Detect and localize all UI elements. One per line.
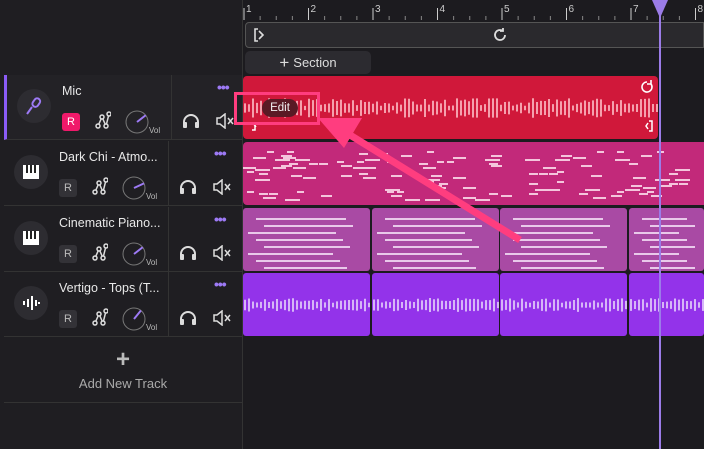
ruler-bar-number: 5 (504, 4, 510, 15)
volume-label: Vol (146, 258, 158, 267)
audio-clip[interactable] (500, 273, 627, 336)
plus-icon: + (115, 346, 130, 373)
mute-icon[interactable] (212, 245, 232, 261)
divider (168, 272, 169, 337)
midi-clip[interactable] (500, 208, 627, 271)
ruler-bar-number: 7 (633, 4, 639, 15)
volume-knob[interactable] (125, 110, 149, 134)
divider (168, 207, 169, 272)
headphones-icon[interactable] (182, 113, 200, 129)
record-arm-button[interactable]: R (62, 113, 80, 131)
record-arm-button[interactable]: R (59, 310, 77, 328)
plus-icon: + (279, 52, 290, 72)
track-name[interactable]: Mic (62, 84, 82, 98)
loop-bar[interactable] (245, 22, 704, 48)
record-arm-button[interactable]: R (59, 245, 77, 263)
ruler-bar-number: 6 (568, 4, 575, 15)
ruler-bar-number: 3 (375, 4, 381, 15)
divider (168, 141, 169, 206)
automation-icon[interactable] (95, 111, 111, 131)
track-header[interactable]: Mic R Vol ••• (4, 75, 242, 140)
headphones-icon[interactable] (179, 179, 197, 195)
more-options-icon[interactable]: ••• (217, 79, 230, 95)
playhead[interactable] (659, 0, 661, 449)
microphone-icon (17, 89, 51, 123)
midi-clip[interactable] (372, 208, 499, 271)
audio-clip[interactable] (243, 76, 658, 139)
volume-label: Vol (149, 126, 161, 135)
headphones-icon[interactable] (179, 310, 197, 326)
playhead-handle[interactable] (652, 0, 668, 18)
headphones-icon[interactable] (179, 245, 197, 261)
refresh-icon (641, 80, 653, 93)
piano-icon (14, 155, 48, 189)
record-arm-button[interactable]: R (59, 179, 77, 197)
automation-icon[interactable] (92, 243, 108, 263)
volume-knob[interactable] (122, 242, 146, 266)
ruler-bar-number: 4 (439, 4, 446, 15)
track-name[interactable]: Vertigo - Tops (T... (59, 281, 160, 295)
edit-tooltip[interactable]: Edit (262, 99, 298, 117)
ruler-bar-number: 1 (246, 4, 252, 15)
ruler-bar-number: 2 (310, 4, 317, 15)
midi-clip[interactable] (629, 208, 704, 271)
ruler-bar-number: 8 (697, 4, 704, 15)
highlight-box (234, 92, 320, 125)
add-track-label: Add New Track (78, 376, 168, 391)
volume-label: Vol (146, 323, 158, 332)
mute-icon[interactable] (212, 310, 232, 326)
add-section-button[interactable]: + Section (245, 51, 371, 74)
trim-end-icon (645, 120, 653, 132)
volume-label: Vol (146, 192, 158, 201)
more-options-icon[interactable]: ••• (214, 276, 227, 292)
track-name[interactable]: Dark Chi - Atmo... (59, 150, 158, 164)
audio-clip[interactable] (243, 273, 370, 336)
add-new-track-button[interactable]: + Add New Track (4, 338, 242, 403)
audio-clip[interactable] (372, 273, 499, 336)
mute-icon[interactable] (215, 113, 235, 129)
piano-icon (14, 221, 48, 255)
volume-knob[interactable] (122, 307, 146, 331)
automation-icon[interactable] (92, 177, 108, 197)
midi-clip[interactable] (243, 208, 370, 271)
divider (171, 75, 172, 140)
more-options-icon[interactable]: ••• (214, 145, 227, 161)
audio-clip[interactable] (629, 273, 704, 336)
volume-knob[interactable] (122, 176, 146, 200)
loop-start-icon[interactable] (253, 27, 265, 43)
track-header[interactable]: Dark Chi - Atmo... R Vol ••• (4, 141, 242, 206)
timeline-ruler[interactable]: 1 2 3 4 5 6 7 8 (243, 0, 704, 22)
track-header[interactable]: Cinematic Piano... R Vol ••• (4, 207, 242, 272)
track-header[interactable]: Vertigo - Tops (T... R Vol ••• (4, 272, 242, 337)
mute-icon[interactable] (212, 179, 232, 195)
automation-icon[interactable] (92, 308, 108, 328)
waveform-icon (14, 286, 48, 320)
loop-icon[interactable] (492, 27, 508, 43)
track-name[interactable]: Cinematic Piano... (59, 216, 161, 230)
midi-clip[interactable] (243, 142, 704, 205)
more-options-icon[interactable]: ••• (214, 211, 227, 227)
